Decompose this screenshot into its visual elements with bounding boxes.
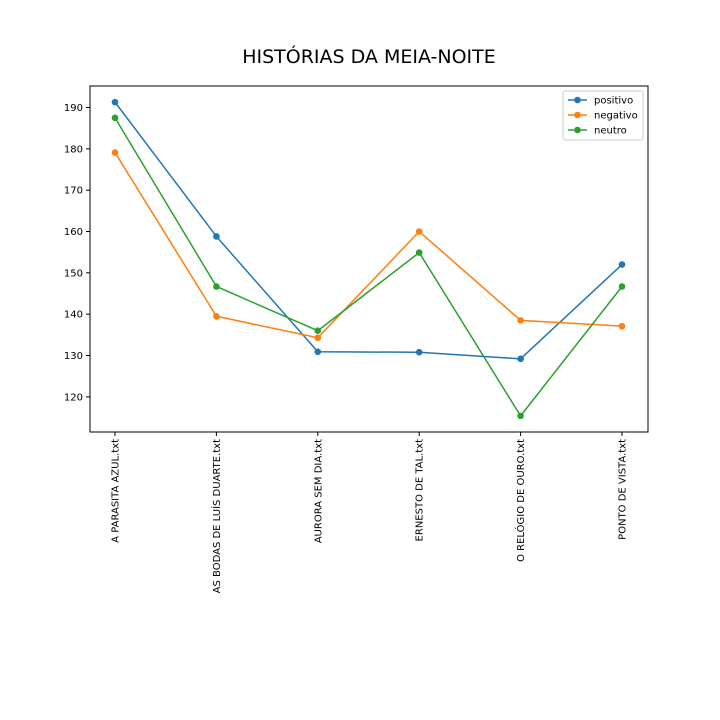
legend: positivo negativo neutro	[562, 90, 644, 141]
plot-area	[89, 85, 649, 433]
x-tick-label: ERNESTO DE TAL.txt	[415, 439, 426, 542]
y-tick-label: 130	[64, 351, 83, 362]
y-tick-label: 150	[64, 268, 83, 279]
data-point-positivo	[111, 98, 119, 106]
y-tick-label: 120	[64, 392, 83, 403]
y-tick-label: 140	[64, 310, 83, 321]
y-tick-label: 190	[64, 103, 83, 114]
series-layer	[111, 98, 626, 420]
series-line-negativo	[114, 152, 623, 339]
data-point-negativo	[111, 149, 119, 156]
x-tick-label: AS BODAS DE LUÍS DUARTE.txt	[210, 439, 223, 593]
data-point-neutro	[618, 283, 626, 290]
x-tick-label: A PARASITA AZUL.txt	[111, 439, 122, 543]
series-line-positivo	[114, 101, 623, 360]
x-tick-label: O RELÓGIO DE OURO.txt	[514, 439, 527, 562]
x-axis: A PARASITA AZUL.txt AS BODAS DE LUÍS DUAR…	[111, 432, 629, 593]
data-point-neutro	[213, 283, 220, 290]
data-point-positivo	[517, 355, 524, 363]
data-point-positivo	[213, 233, 220, 240]
legend-box	[562, 90, 644, 141]
data-point-negativo	[618, 322, 626, 330]
x-tick-label: AURORA SEM DIA.txt	[313, 439, 324, 543]
legend-marker-negativo	[574, 111, 581, 119]
data-point-neutro	[314, 327, 322, 335]
series-line-neutro	[114, 117, 623, 417]
legend-label-negativo: negativo	[594, 111, 638, 122]
data-point-neutro	[517, 412, 524, 420]
legend-label-positivo: positivo	[594, 96, 633, 107]
data-point-negativo	[314, 334, 322, 342]
data-point-neutro	[415, 249, 423, 256]
data-point-negativo	[213, 312, 220, 320]
y-tick-label: 180	[64, 144, 83, 155]
legend-marker-positivo	[574, 96, 581, 104]
y-tick-label: 160	[64, 227, 83, 238]
data-point-positivo	[314, 348, 322, 356]
legend-label-neutro: neutro	[594, 126, 627, 137]
legend-marker-neutro	[574, 126, 581, 134]
data-point-negativo	[517, 317, 524, 324]
y-tick-label: 170	[64, 186, 83, 197]
y-axis: 120 130 140 150 160 170 180 190	[64, 103, 90, 403]
data-point-negativo	[415, 228, 423, 235]
data-point-neutro	[111, 114, 119, 122]
data-point-positivo	[415, 348, 423, 356]
x-tick-label: PONTO DE VISTA.txt	[618, 439, 629, 540]
data-point-positivo	[618, 261, 626, 268]
chart-title: HISTÓRIAS DA MEIA-NOITE	[242, 44, 496, 68]
